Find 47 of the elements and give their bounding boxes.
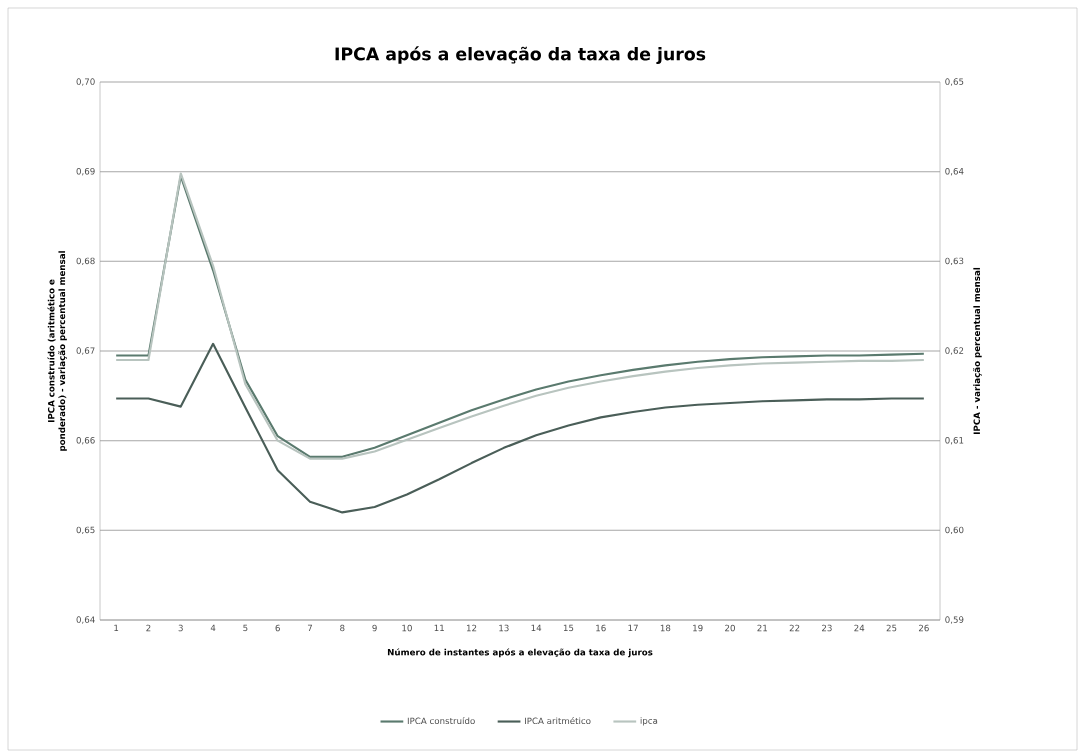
x-axis-title: Número de instantes após a elevação da taxa de juros [387,648,653,658]
x-tick-label: 10 [402,624,412,632]
y-axis-title: IPCA construído (aritmético e ponderado) - variação percentual mensal [47,251,67,451]
x-tick-label: 24 [854,624,865,632]
x-tick-label: 25 [886,624,897,632]
y2-tick-label: 0,60 [945,526,964,535]
y-tick-label: 0,65 [76,526,95,535]
y2-axis-title: IPCA - variação percentual mensal [973,267,982,434]
x-tick-label: 16 [596,624,606,632]
x-tick-label: 11 [434,624,444,632]
x-tick-label: 13 [499,624,509,632]
x-tick-label: 4 [210,624,216,632]
chart-title: IPCA após a elevação da taxa de juros [335,46,706,64]
y-tick-label: 0,70 [76,78,95,86]
x-tick-label: 1 [114,624,119,632]
x-tick-label: 23 [822,624,832,632]
y2-tick-label: 0,64 [945,167,964,176]
x-tick-label: 22 [789,624,800,632]
x-tick-label: 21 [757,624,768,632]
legend-label: IPCA aritmético [525,717,591,725]
y-tick-label: 0,66 [76,436,95,445]
y2-tick-label: 0,65 [945,78,964,86]
x-tick-label: 19 [693,624,703,632]
x-tick-label: 12 [466,624,477,632]
y-tick-label: 0,67 [76,347,95,355]
legend-label: IPCA construído [407,717,475,725]
x-tick-label: 2 [146,624,151,632]
x-tick-label: 20 [725,624,735,632]
x-tick-label: 17 [628,624,638,632]
y2-tick-label: 0,59 [945,616,964,624]
x-tick-label: 14 [531,624,542,632]
x-tick-label: 26 [918,624,929,632]
x-tick-label: 18 [660,624,671,632]
x-tick-label: 9 [372,624,377,632]
y2-tick-label: 0,63 [945,257,964,266]
x-tick-label: 5 [243,624,248,632]
y2-tick-label: 0,61 [945,436,964,445]
x-tick-label: 6 [275,624,280,632]
x-tick-label: 8 [340,624,345,632]
y-tick-label: 0,69 [76,167,95,176]
x-tick-label: 7 [307,624,313,632]
y2-tick-label: 0,62 [945,347,964,355]
y-tick-label: 0,64 [76,616,95,624]
y-tick-label: 0,68 [76,257,95,266]
x-tick-label: 15 [563,624,574,632]
x-tick-label: 3 [178,624,183,632]
legend-label: ipca [640,717,658,726]
